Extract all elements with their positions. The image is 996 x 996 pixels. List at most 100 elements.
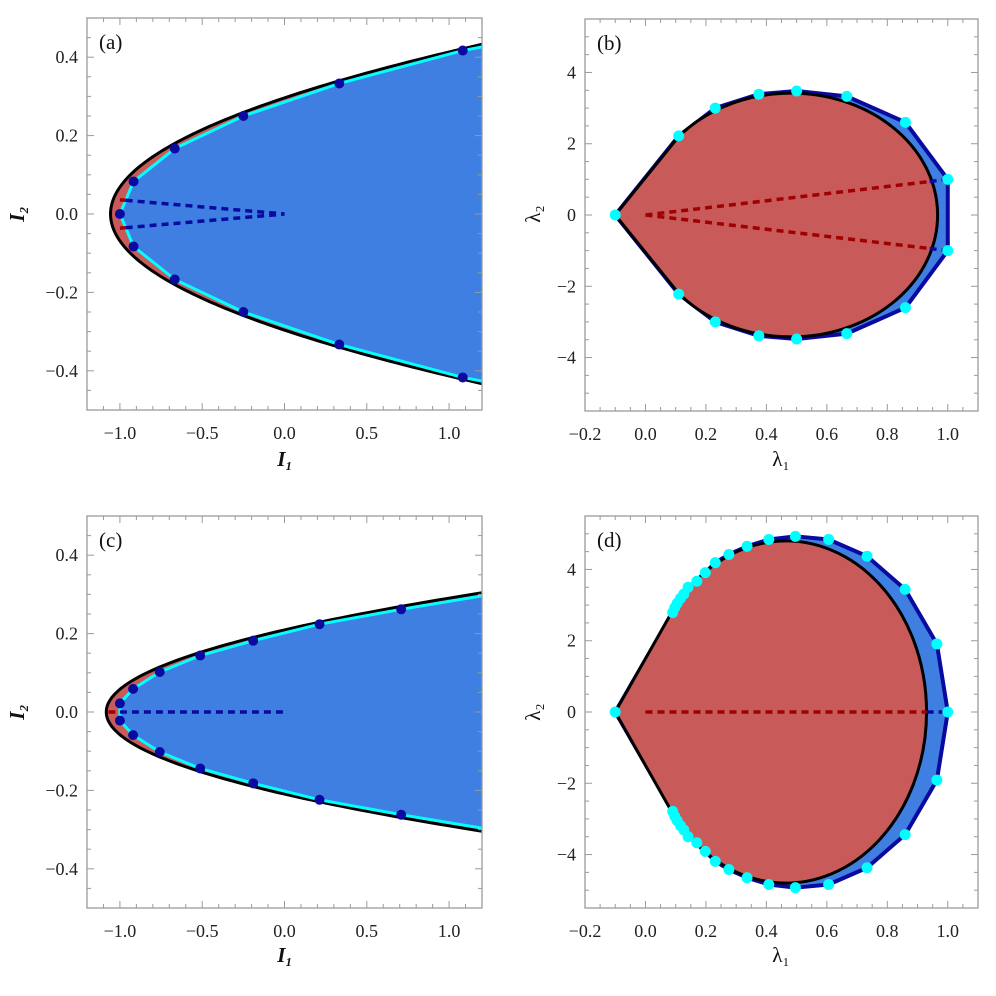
y-tick-label: 0.4 (56, 47, 79, 67)
data-point (753, 88, 765, 100)
data-point (791, 333, 803, 345)
y-tick-label: 2 (567, 631, 576, 651)
data-point (195, 650, 206, 661)
data-point (861, 550, 873, 562)
y-tick-label: 0.0 (56, 702, 79, 722)
y-tick-label: 0.4 (56, 545, 79, 565)
plot-area (109, 42, 482, 386)
data-point (741, 540, 753, 552)
data-point (899, 583, 911, 595)
ticks (584, 18, 979, 412)
data-point (899, 116, 911, 128)
x-tick-label: 0.5 (356, 423, 379, 443)
data-point (899, 302, 911, 314)
data-point (682, 581, 694, 593)
y-axis-label: λ₂ (521, 205, 545, 223)
panel-label: (a) (99, 30, 122, 54)
y-tick-label: −0.2 (45, 282, 78, 302)
boundary-curve (104, 591, 482, 833)
data-point (673, 130, 685, 142)
x-tick-label: 0.0 (634, 921, 657, 941)
y-tick-label: 0.0 (56, 204, 79, 224)
x-tick-label: 0.8 (876, 921, 899, 941)
x-tick-label: −1.0 (104, 921, 137, 941)
y-tick-label: 0 (567, 205, 576, 225)
x-tick-label: 1.0 (937, 424, 960, 444)
data-point (248, 778, 259, 789)
panel-label: (d) (597, 528, 622, 552)
y-tick-label: 2 (567, 134, 576, 154)
y-tick-label: −2 (557, 773, 576, 793)
data-point (334, 339, 345, 350)
data-point (396, 604, 407, 615)
plot-area (609, 530, 954, 894)
dashed-line (125, 212, 285, 230)
x-tick-label: −0.2 (569, 424, 602, 444)
data-point (314, 794, 325, 805)
data-point (931, 774, 943, 786)
x-tick-label: −0.5 (186, 921, 219, 941)
data-point (691, 575, 703, 587)
plot-area (609, 85, 954, 345)
plot-area (104, 591, 482, 833)
y-tick-label: −0.4 (45, 859, 78, 879)
data-point (861, 862, 873, 874)
data-point (699, 567, 711, 579)
x-tick-label: −1.0 (104, 423, 137, 443)
blue-region (119, 46, 482, 382)
data-point (741, 872, 753, 884)
y-axis-label: I₂ (5, 704, 29, 721)
data-point (709, 316, 721, 328)
y-axis-label: I₂ (5, 206, 29, 223)
y-tick-label: −0.2 (45, 780, 78, 800)
data-point (899, 829, 911, 841)
y-tick-label: −0.4 (45, 361, 78, 381)
data-point (699, 845, 711, 857)
x-tick-label: 0.6 (816, 424, 839, 444)
x-tick-label: 0.5 (356, 921, 379, 941)
dashed-line (125, 198, 285, 216)
data-point (609, 706, 621, 718)
x-tick-label: 0.0 (273, 423, 296, 443)
x-axis-label: I₁ (276, 943, 293, 967)
data-point (128, 730, 139, 741)
data-point (942, 245, 954, 257)
panel-label: (c) (99, 528, 122, 552)
data-point (823, 878, 835, 890)
data-point (789, 530, 801, 542)
data-point (609, 209, 621, 221)
x-tick-label: 0.2 (695, 424, 718, 444)
data-point (791, 85, 803, 97)
ticks (86, 515, 483, 909)
y-tick-label: −2 (557, 276, 576, 296)
y-tick-label: 0.2 (56, 126, 79, 146)
data-point (691, 837, 703, 849)
x-axis-label: I₁ (276, 447, 293, 471)
x-tick-label: 0.2 (695, 921, 718, 941)
data-point (457, 45, 468, 56)
data-point (169, 274, 180, 285)
data-point (942, 173, 954, 185)
blue-region (119, 595, 482, 829)
data-point (248, 635, 259, 646)
data-point (667, 805, 679, 817)
y-tick-label: 4 (567, 559, 576, 579)
x-tick-label: 0.4 (755, 921, 778, 941)
data-point (128, 241, 139, 252)
data-point (673, 288, 685, 300)
data-point (841, 90, 853, 102)
data-point (128, 683, 139, 694)
red-region (613, 91, 940, 339)
x-tick-label: −0.2 (569, 921, 602, 941)
x-tick-label: 0.6 (816, 921, 839, 941)
x-tick-label: 1.0 (438, 423, 461, 443)
y-axis-label: λ₂ (521, 703, 545, 721)
x-tick-label: 1.0 (438, 921, 461, 941)
x-tick-label: 0.0 (634, 424, 657, 444)
data-point (763, 878, 775, 890)
data-point (709, 855, 721, 867)
data-point (841, 328, 853, 340)
data-point (723, 864, 735, 876)
ticks (86, 17, 483, 411)
